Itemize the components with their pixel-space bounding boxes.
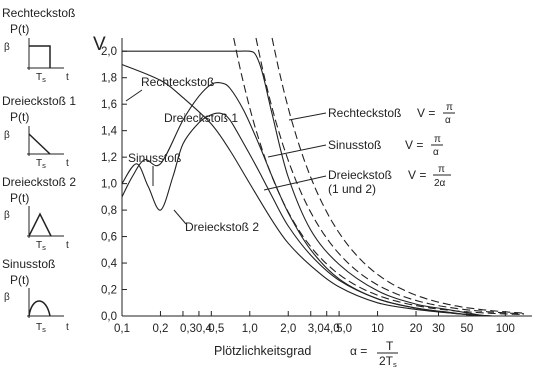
y-tick-label: 2,0 xyxy=(101,46,117,58)
anno-rechteckstoss: Rechteckstoß xyxy=(141,75,214,89)
x-tick-label: 10 xyxy=(371,323,384,335)
x-tick-label: 0,2 xyxy=(152,323,168,335)
svg-text:π: π xyxy=(446,102,453,113)
inset-ylabel: P(t) xyxy=(10,191,29,205)
x-tick-label: 5,0 xyxy=(336,323,352,335)
x-tick-label: 0,1 xyxy=(114,323,130,335)
x-tick-label: 4,0 xyxy=(324,323,340,335)
inset-ylabel: P(t) xyxy=(10,110,29,124)
inset-t: t xyxy=(66,72,69,83)
svg-text:Dreieckstoß: Dreieckstoß xyxy=(328,168,392,182)
y-tick-label: 0,2 xyxy=(101,285,117,297)
y-tick-label: 0,4 xyxy=(101,258,118,270)
inset-ylabel: P(t) xyxy=(10,273,29,287)
inset-amplitude: β xyxy=(4,210,10,221)
svg-text:V =: V = xyxy=(408,168,426,182)
alpha-formula: α = T 2Ts xyxy=(350,339,398,367)
y-tick-label: 0,6 xyxy=(101,232,117,244)
anno-rechteck-asymptote: Rechteckstoß V = π α xyxy=(288,102,455,126)
series-line-6 xyxy=(233,37,525,316)
x-tick-label: 0,3 xyxy=(180,323,196,335)
inset-t: t xyxy=(66,240,69,251)
inset-ts: Ts xyxy=(36,322,46,334)
inset-rechteckstoss: Rechteckstoß P(t) β Ts t xyxy=(2,6,75,84)
anno-dreieckstoss-2: Dreieckstoß 2 xyxy=(185,220,259,234)
inset-ylabel: P(t) xyxy=(10,22,29,36)
svg-text:V =: V = xyxy=(417,106,435,120)
triangle-2-pulse-shape xyxy=(28,212,52,237)
anno-sinusstoss: Sinusstoß xyxy=(128,151,181,165)
triangle-1-pulse-shape xyxy=(28,133,51,155)
rect-pulse-shape xyxy=(29,45,51,68)
anno-dreieck-asymptote: Dreieckstoß (1 und 2) V = π 2α xyxy=(263,164,451,196)
y-tick-label: 1,0 xyxy=(101,179,117,191)
inset-title: Rechteckstoß xyxy=(2,6,75,20)
y-tick-label: 1,4 xyxy=(101,126,118,138)
y-tick-label: 0,0 xyxy=(101,311,117,323)
inset-ts: Ts xyxy=(36,72,46,84)
svg-text:V =: V = xyxy=(405,138,423,152)
series-line-3 xyxy=(121,112,493,317)
inset-title: Dreieckstoß 2 xyxy=(2,175,76,189)
y-tick-label: 1,8 xyxy=(101,73,117,85)
x-tick-label: 3,0 xyxy=(308,323,324,335)
x-tick-label: 50 xyxy=(460,323,473,335)
inset-dreieckstoss-1: Dreieckstoß 1 P(t) β Ts t xyxy=(2,94,76,170)
svg-text:Rechteckstoß: Rechteckstoß xyxy=(328,106,401,120)
inset-ts: Ts xyxy=(36,240,46,252)
inset-amplitude: β xyxy=(4,130,10,141)
x-tick-label: 0,4 xyxy=(196,323,213,335)
inset-title: Dreieckstoß 1 xyxy=(2,94,76,108)
inset-t: t xyxy=(66,158,69,169)
sine-pulse-shape xyxy=(28,300,51,317)
svg-text:α: α xyxy=(433,147,439,158)
series-line-5 xyxy=(255,37,525,315)
y-tick-label: 0,8 xyxy=(101,205,117,217)
main-chart: V 0,00,20,40,60,81,01,21,41,61,82,0 0,1 0… xyxy=(93,34,532,367)
x-tick-label: 0,5 xyxy=(208,323,224,335)
svg-text:α: α xyxy=(445,115,451,126)
inset-t: t xyxy=(66,322,69,333)
alpha-num: T xyxy=(386,339,394,353)
y-axis-label: V xyxy=(93,34,106,55)
annotations: Rechteckstoß Dreieckstoß 1 Sinusstoß Dre… xyxy=(125,75,455,234)
svg-text:(1 und 2): (1 und 2) xyxy=(328,182,376,196)
anno-sinus-asymptote: Sinusstoß V = π α xyxy=(267,134,443,158)
inset-sinusstoss: Sinusstoß P(t) β Ts t xyxy=(2,257,69,334)
x-tick-label: 30 xyxy=(432,323,445,335)
y-tick-label: 1,2 xyxy=(101,152,117,164)
inset-ts: Ts xyxy=(36,158,46,170)
inset-amplitude: β xyxy=(4,42,10,53)
inset-dreieckstoss-2: Dreieckstoß 2 P(t) β Ts t xyxy=(2,175,76,252)
series-layer xyxy=(121,37,525,317)
y-tick-label: 1,6 xyxy=(101,99,117,111)
x-tick-label: 20 xyxy=(410,323,423,335)
series-line-1 xyxy=(121,63,493,317)
x-tick-label: 1,0 xyxy=(242,323,258,335)
svg-text:Sinusstoß: Sinusstoß xyxy=(328,138,381,152)
svg-text:π: π xyxy=(438,164,445,175)
anno-dreieckstoss-1: Dreieckstoß 1 xyxy=(164,111,238,125)
svg-text:π: π xyxy=(434,134,441,145)
alpha-lhs: α = xyxy=(350,344,367,358)
inset-title: Sinusstoß xyxy=(2,257,55,271)
x-axis-label: Plötzlichkeitsgrad xyxy=(214,344,311,358)
series-line-0 xyxy=(122,50,486,317)
x-tick-label: 2,0 xyxy=(280,323,296,335)
inset-amplitude: β xyxy=(4,292,10,303)
alpha-den: 2Ts xyxy=(379,354,397,367)
y-ticks: 0,0 0,2 0,4 0,6 0,8 1,0 1,2 1,4 1,6 1,8 2,0 xyxy=(101,46,127,323)
series-line-4 xyxy=(271,37,525,314)
x-ticks: 0,1 0,2 0,3 0,40,5 1,0 2,0 3,0 4,05,0 10 20 30 50 10… xyxy=(114,311,515,335)
x-tick-label: 100 xyxy=(496,323,515,335)
svg-text:2α: 2α xyxy=(434,178,446,189)
